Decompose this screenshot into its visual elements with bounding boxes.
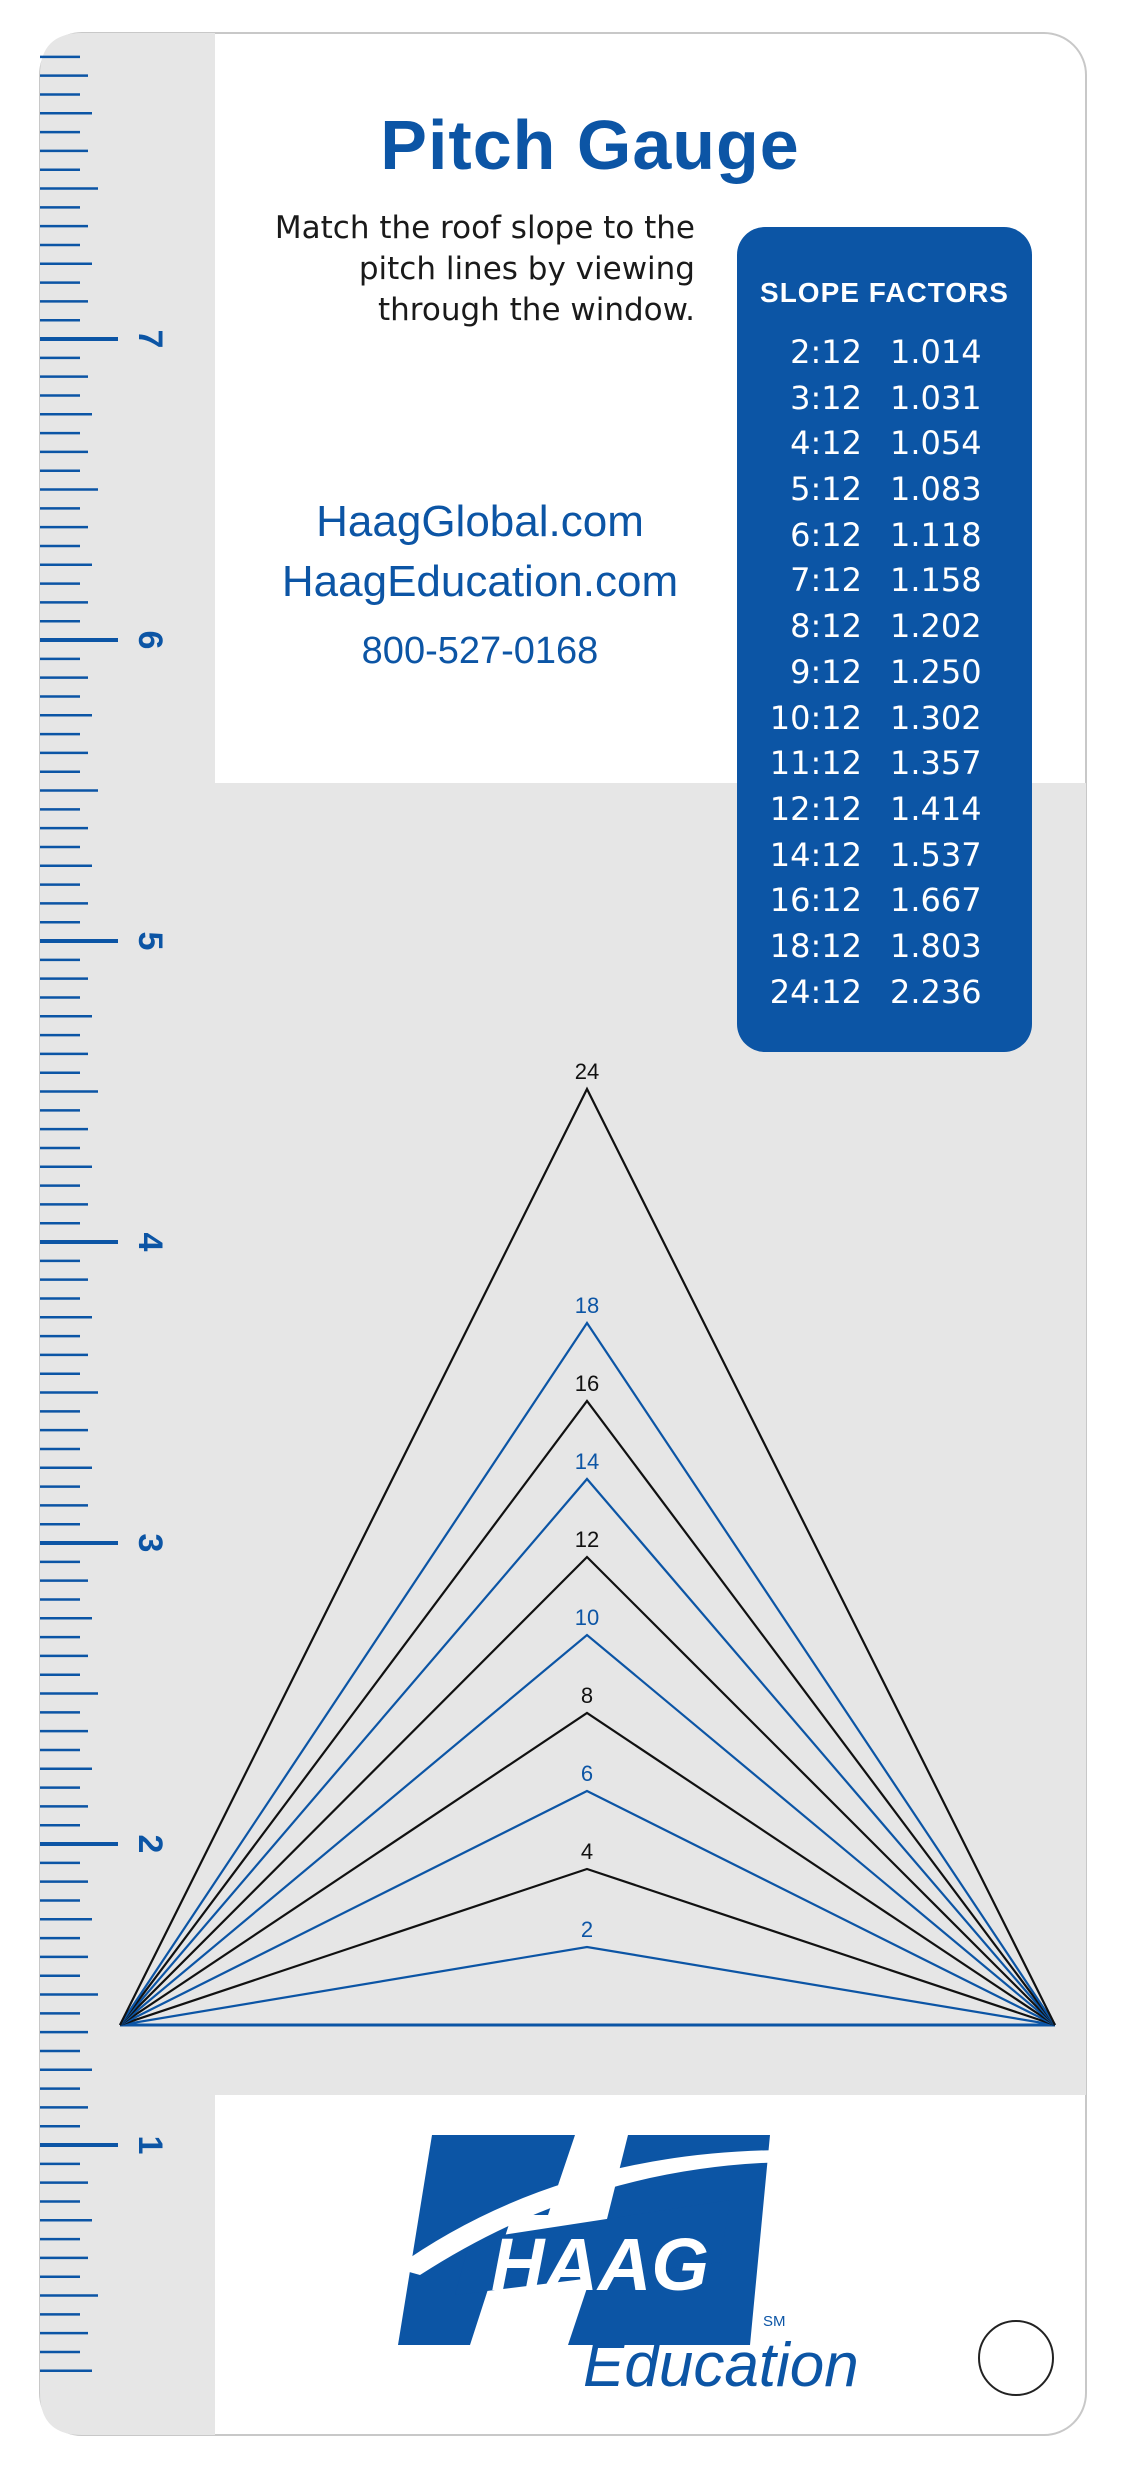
- pitch-line: [119, 1086, 1056, 2026]
- slope-ratio: 24:12: [769, 972, 862, 1011]
- pitch-line: [119, 1555, 1056, 2026]
- slope-factor-value: 1.537: [890, 835, 982, 874]
- slope-factor-row: 16:12 1.667: [737, 878, 1032, 924]
- pitch-line: [119, 1321, 1056, 2026]
- slope-ratio: 9:12: [790, 652, 862, 691]
- ruler-ticks: 1 2 3 4 5 6 7: [40, 55, 169, 2372]
- pitch-line: [119, 1399, 1056, 2026]
- slope-factor-row: 14:12 1.537: [737, 833, 1032, 879]
- slope-factor-row: 4:12 1.054: [737, 421, 1032, 467]
- ruler-label: 7: [131, 330, 169, 349]
- haag-logo-icon: [395, 2135, 790, 2345]
- slope-ratio: 11:12: [769, 744, 862, 783]
- instructions-text: Match the roof slope to the pitch lines …: [274, 210, 695, 328]
- slope-factor-value: 1.667: [890, 881, 982, 920]
- slope-factor-row: 3:12 1.031: [737, 376, 1032, 422]
- slope-factor-row: 8:12 1.202: [737, 604, 1032, 650]
- slope-factor-value: 1.302: [890, 698, 982, 737]
- pitch-line: [119, 1633, 1056, 2026]
- ruler-label: 1: [131, 2136, 169, 2155]
- pitch-line-label: 8: [581, 1683, 593, 1708]
- slope-factors-panel: SLOPE FACTORS 2:12 1.014 3:12 1.031 4:12 1.05…: [737, 227, 1032, 1052]
- slope-ratio: 2:12: [790, 333, 862, 371]
- pitch-line-label: 14: [575, 1449, 599, 1474]
- pitch-line-label: 4: [581, 1839, 593, 1864]
- ruler-label: 2: [131, 1835, 169, 1854]
- ruler-strip: [40, 33, 215, 2435]
- slope-factor-value: 1.414: [890, 789, 982, 828]
- pitch-line-label: 12: [575, 1527, 599, 1552]
- slope-factor-value: 1.250: [890, 652, 982, 691]
- slope-factor-value: 1.014: [890, 333, 982, 371]
- slope-factor-row: 9:12 1.250: [737, 650, 1032, 696]
- slope-factors-heading: SLOPE FACTORS: [760, 277, 1009, 308]
- slope-ratio: 4:12: [790, 424, 862, 463]
- slope-factor-value: 1.031: [890, 378, 982, 417]
- ruler-label: 6: [131, 631, 169, 650]
- ruler-label: 5: [131, 932, 169, 951]
- slope-factor-row: 5:12 1.083: [737, 467, 1032, 513]
- slope-factor-row: 18:12 1.803: [737, 924, 1032, 970]
- slope-factor-value: 1.202: [890, 607, 982, 646]
- pitch-line: [119, 1477, 1056, 2026]
- slope-factor-row: 24:12 2.236: [737, 970, 1032, 1016]
- slope-factor-row: 6:12 1.118: [737, 513, 1032, 559]
- haag-wordmark: HAAG: [491, 2223, 709, 2306]
- education-wordmark: Education: [583, 2331, 859, 2400]
- phone-number: 800-527-0168: [361, 630, 599, 672]
- pitch-line-label: 24: [575, 1059, 599, 1084]
- slope-factor-value: 1.054: [890, 424, 982, 463]
- slope-ratio: 12:12: [769, 789, 862, 828]
- pitch-line: [119, 1945, 1056, 2027]
- pitch-line: [119, 1789, 1056, 2026]
- slope-ratio: 6:12: [790, 515, 862, 554]
- pitch-line-label: 10: [575, 1605, 599, 1630]
- slope-factor-value: 1.357: [890, 744, 982, 783]
- slope-ratio: 8:12: [790, 607, 862, 646]
- slope-ratio: 5:12: [790, 470, 862, 509]
- slope-ratio: 16:12: [769, 881, 862, 920]
- slope-ratio: 18:12: [769, 926, 862, 965]
- ruler-label: 3: [131, 1534, 169, 1553]
- slope-ratio: 10:12: [769, 698, 862, 737]
- slope-factor-value: 1.803: [890, 926, 982, 965]
- pitch-line: [119, 1711, 1056, 2026]
- service-mark: SM: [763, 2313, 786, 2330]
- slope-ratio: 14:12: [769, 835, 862, 874]
- slope-factor-value: 2.236: [890, 972, 982, 1011]
- slope-factor-value: 1.118: [890, 515, 982, 554]
- pitch-line-label: 2: [581, 1917, 593, 1942]
- slope-factors-table: 2:12 1.014 3:12 1.031 4:12 1.054 5:12 1.083 6:12…: [737, 330, 1032, 1015]
- slope-factor-row: 12:12 1.414: [737, 787, 1032, 833]
- pitch-line: [119, 1867, 1056, 2027]
- pitch-line-label: 18: [575, 1293, 599, 1318]
- ruler-label: 4: [131, 1233, 169, 1252]
- page-title: Pitch Gauge: [380, 106, 800, 184]
- slope-factor-row: 11:12 1.357: [737, 741, 1032, 787]
- website-link-haag-education[interactable]: HaagEducation.com: [281, 557, 679, 606]
- slope-factor-row: 7:12 1.158: [737, 558, 1032, 604]
- hang-hole: [978, 2320, 1054, 2396]
- slope-factor-value: 1.158: [890, 561, 982, 600]
- pitch-line-label: 16: [575, 1371, 599, 1396]
- slope-factor-row: 10:12 1.302: [737, 696, 1032, 742]
- website-link-haag-global[interactable]: HaagGlobal.com: [316, 497, 644, 546]
- slope-factor-value: 1.083: [890, 470, 982, 509]
- slope-factor-row: 2:12 1.014: [737, 330, 1032, 376]
- pitch-line-label: 6: [581, 1761, 593, 1786]
- slope-ratio: 7:12: [790, 561, 862, 600]
- slope-ratio: 3:12: [790, 378, 862, 417]
